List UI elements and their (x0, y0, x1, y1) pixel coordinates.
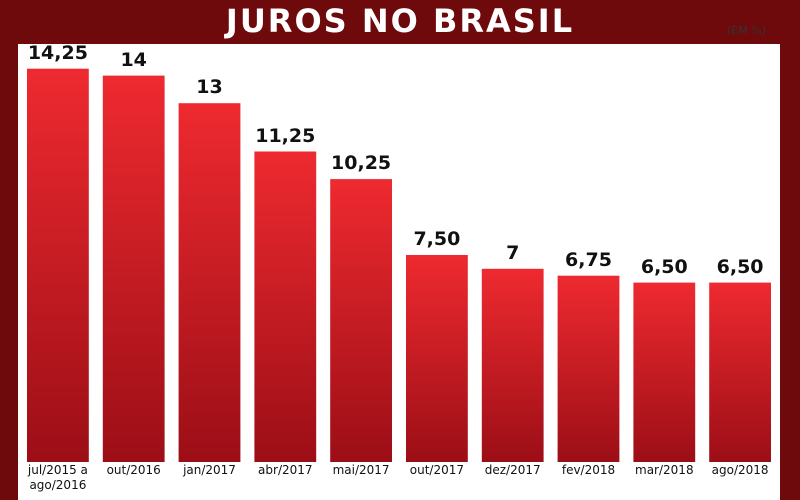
chart-subtitle: (EM %) (727, 24, 766, 37)
bar (406, 255, 468, 462)
bar (709, 282, 771, 462)
chart-title: JUROS NO BRASIL (225, 2, 575, 40)
x-tick-label: jan/2017 (183, 463, 236, 477)
x-tick-label: mar/2018 (635, 463, 694, 477)
x-tick-label: jul/2015 a ago/2016 (27, 463, 88, 492)
x-tick-label: abr/2017 (258, 463, 313, 477)
bar (633, 282, 696, 462)
bar (481, 268, 544, 462)
value-label: 7 (506, 241, 520, 264)
x-tick-label: dez/2017 (484, 463, 541, 477)
x-tick-label: ago/2018 (711, 463, 769, 477)
x-tick-label: out/2017 (409, 463, 464, 477)
x-tick-label: out/2016 (106, 463, 161, 477)
bar (178, 103, 241, 462)
bar (254, 151, 317, 462)
value-label: 6,50 (640, 255, 688, 278)
value-label: 11,25 (255, 124, 316, 147)
value-label: 6,75 (565, 248, 612, 271)
bar (102, 75, 165, 462)
x-tick-label: fev/2018 (561, 463, 616, 477)
value-label: 14 (120, 48, 147, 71)
bar (557, 275, 620, 462)
value-label: 14,25 (27, 41, 88, 64)
value-label: 13 (196, 76, 223, 99)
bar (330, 179, 392, 462)
value-label: 6,50 (716, 255, 764, 278)
value-label: 7,50 (413, 228, 461, 250)
value-label: 10,25 (331, 152, 392, 175)
bar (27, 68, 89, 462)
x-tick-label: mai/2017 (332, 463, 390, 477)
